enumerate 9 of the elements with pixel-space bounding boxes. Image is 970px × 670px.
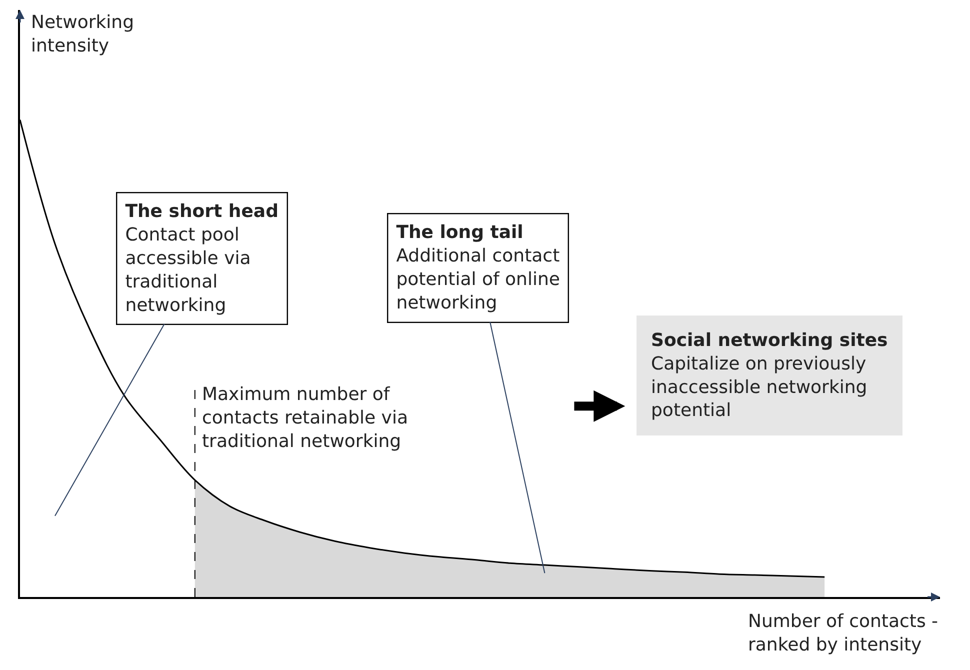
annotation: The short head	[125, 201, 278, 222]
annotation: Additional contact potential of online networking	[396, 246, 560, 314]
annotation: The long tail	[396, 222, 524, 244]
annotation: Capitalize on previously inaccessible networking potential	[651, 353, 868, 422]
x-axis-title: Number of contacts - ranked by intensity	[748, 611, 938, 656]
y-axis-title: Networking intensity	[31, 12, 134, 56]
annotation: Contact pool accessible via traditional networking	[125, 224, 251, 316]
annotation: Maximum number of contacts retainable via traditional networking	[202, 384, 408, 452]
annotation: Social networking sites	[651, 330, 888, 351]
